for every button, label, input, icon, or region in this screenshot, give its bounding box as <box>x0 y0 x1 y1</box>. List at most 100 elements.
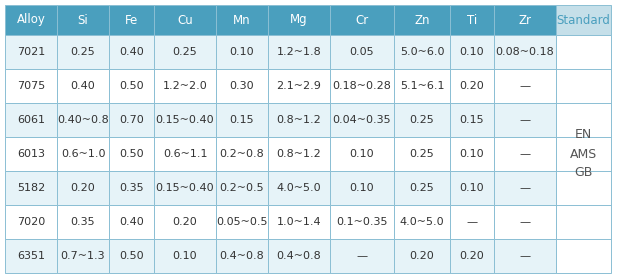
Bar <box>154 137 216 171</box>
Text: Fe: Fe <box>125 13 138 27</box>
Text: 6351: 6351 <box>17 251 45 261</box>
Text: 7021: 7021 <box>17 47 45 57</box>
Bar <box>216 69 268 103</box>
Text: 0.4~0.8: 0.4~0.8 <box>277 251 321 261</box>
Text: Zr: Zr <box>519 13 531 27</box>
Text: —: — <box>519 149 531 159</box>
Text: 0.50: 0.50 <box>119 149 144 159</box>
Bar <box>109 239 154 273</box>
Text: Standard: Standard <box>557 13 611 27</box>
Text: 0.10: 0.10 <box>350 183 374 193</box>
Bar <box>268 205 330 239</box>
Bar <box>556 35 611 273</box>
Text: 4.0~5.0: 4.0~5.0 <box>400 217 444 227</box>
Bar <box>154 205 216 239</box>
Text: 6061: 6061 <box>17 115 45 125</box>
Bar <box>450 103 494 137</box>
Text: —: — <box>466 217 478 227</box>
Text: 0.10: 0.10 <box>173 251 198 261</box>
Bar <box>494 69 556 103</box>
Bar <box>109 35 154 69</box>
Bar <box>494 35 556 69</box>
Text: EN
AMS
GB: EN AMS GB <box>570 129 597 179</box>
Bar <box>394 171 450 205</box>
Text: 0.25: 0.25 <box>71 47 96 57</box>
Text: Cu: Cu <box>177 13 193 27</box>
Text: 0.70: 0.70 <box>119 115 144 125</box>
Text: 0.6~1.0: 0.6~1.0 <box>61 149 105 159</box>
Text: 0.15: 0.15 <box>230 115 254 125</box>
Text: 0.10: 0.10 <box>460 183 484 193</box>
Text: 0.20: 0.20 <box>409 251 434 261</box>
Bar <box>109 137 154 171</box>
Bar <box>330 205 394 239</box>
Bar <box>109 5 154 35</box>
Text: 0.05: 0.05 <box>350 47 374 57</box>
Bar <box>494 171 556 205</box>
Bar <box>216 35 268 69</box>
Text: Mg: Mg <box>290 13 308 27</box>
Bar <box>268 239 330 273</box>
Bar <box>154 239 216 273</box>
Bar <box>394 69 450 103</box>
Bar <box>450 205 494 239</box>
Text: 0.25: 0.25 <box>409 149 434 159</box>
Bar <box>57 69 109 103</box>
Text: 1.2~2.0: 1.2~2.0 <box>162 81 208 91</box>
Bar <box>330 35 394 69</box>
Text: 0.20: 0.20 <box>459 81 484 91</box>
Bar <box>268 171 330 205</box>
Text: 0.7~1.3: 0.7~1.3 <box>61 251 105 261</box>
Text: 0.10: 0.10 <box>460 149 484 159</box>
Text: 4.0~5.0: 4.0~5.0 <box>277 183 321 193</box>
Bar <box>330 239 394 273</box>
Bar <box>109 171 154 205</box>
Text: 5182: 5182 <box>17 183 45 193</box>
Bar <box>109 69 154 103</box>
Text: 0.15~0.40: 0.15~0.40 <box>156 115 214 125</box>
Text: 7075: 7075 <box>17 81 45 91</box>
Bar <box>494 239 556 273</box>
Bar <box>494 137 556 171</box>
Text: 0.40: 0.40 <box>119 47 144 57</box>
Bar <box>268 5 330 35</box>
Text: —: — <box>519 251 531 261</box>
Bar <box>154 171 216 205</box>
Bar <box>154 5 216 35</box>
Text: Mn: Mn <box>233 13 251 27</box>
Text: 0.2~0.8: 0.2~0.8 <box>219 149 264 159</box>
Bar <box>216 103 268 137</box>
Bar <box>216 171 268 205</box>
Bar <box>154 69 216 103</box>
Bar <box>216 137 268 171</box>
Text: —: — <box>519 115 531 125</box>
Bar <box>268 103 330 137</box>
Text: 1.0~1.4: 1.0~1.4 <box>277 217 321 227</box>
Text: —: — <box>519 81 531 91</box>
Text: 0.25: 0.25 <box>409 183 434 193</box>
Text: 0.25: 0.25 <box>173 47 198 57</box>
Text: Alloy: Alloy <box>17 13 46 27</box>
Text: 0.15: 0.15 <box>460 115 484 125</box>
Text: 0.18~0.28: 0.18~0.28 <box>332 81 391 91</box>
Text: 1.2~1.8: 1.2~1.8 <box>277 47 321 57</box>
Text: 0.08~0.18: 0.08~0.18 <box>496 47 554 57</box>
Bar <box>268 137 330 171</box>
Text: 0.10: 0.10 <box>460 47 484 57</box>
Bar <box>394 103 450 137</box>
Text: 0.8~1.2: 0.8~1.2 <box>277 149 321 159</box>
Text: —: — <box>519 217 531 227</box>
Text: 5.0~6.0: 5.0~6.0 <box>400 47 444 57</box>
Bar <box>109 205 154 239</box>
Text: 0.40: 0.40 <box>119 217 144 227</box>
Bar <box>5 103 57 137</box>
Text: 0.10: 0.10 <box>350 149 374 159</box>
Bar <box>57 5 109 35</box>
Text: 0.6~1.1: 0.6~1.1 <box>162 149 208 159</box>
Bar <box>450 35 494 69</box>
Text: Cr: Cr <box>356 13 369 27</box>
Bar <box>5 239 57 273</box>
Bar <box>268 35 330 69</box>
Text: 0.40: 0.40 <box>71 81 96 91</box>
Bar <box>57 137 109 171</box>
